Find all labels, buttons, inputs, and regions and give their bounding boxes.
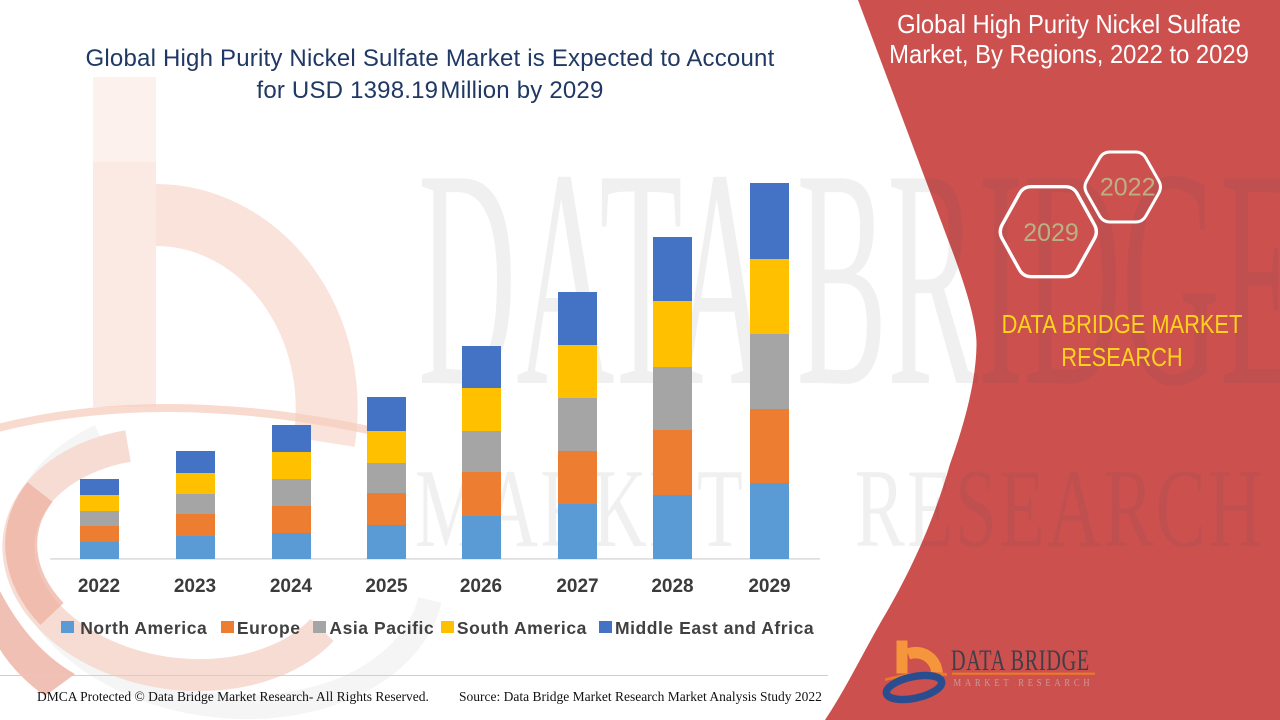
svg-text:DATA BRIDGE: DATA BRIDGE <box>951 646 1090 677</box>
svg-text:MARKET RESEARCH: MARKET RESEARCH <box>954 677 1094 689</box>
svg-text:2022: 2022 <box>1100 174 1156 202</box>
svg-text:DATA BRIDGE: DATA BRIDGE <box>418 106 1280 452</box>
svg-text:2029: 2029 <box>1023 219 1079 247</box>
svg-text:MARKET RESEARCH: MARKET RESEARCH <box>415 446 1264 571</box>
